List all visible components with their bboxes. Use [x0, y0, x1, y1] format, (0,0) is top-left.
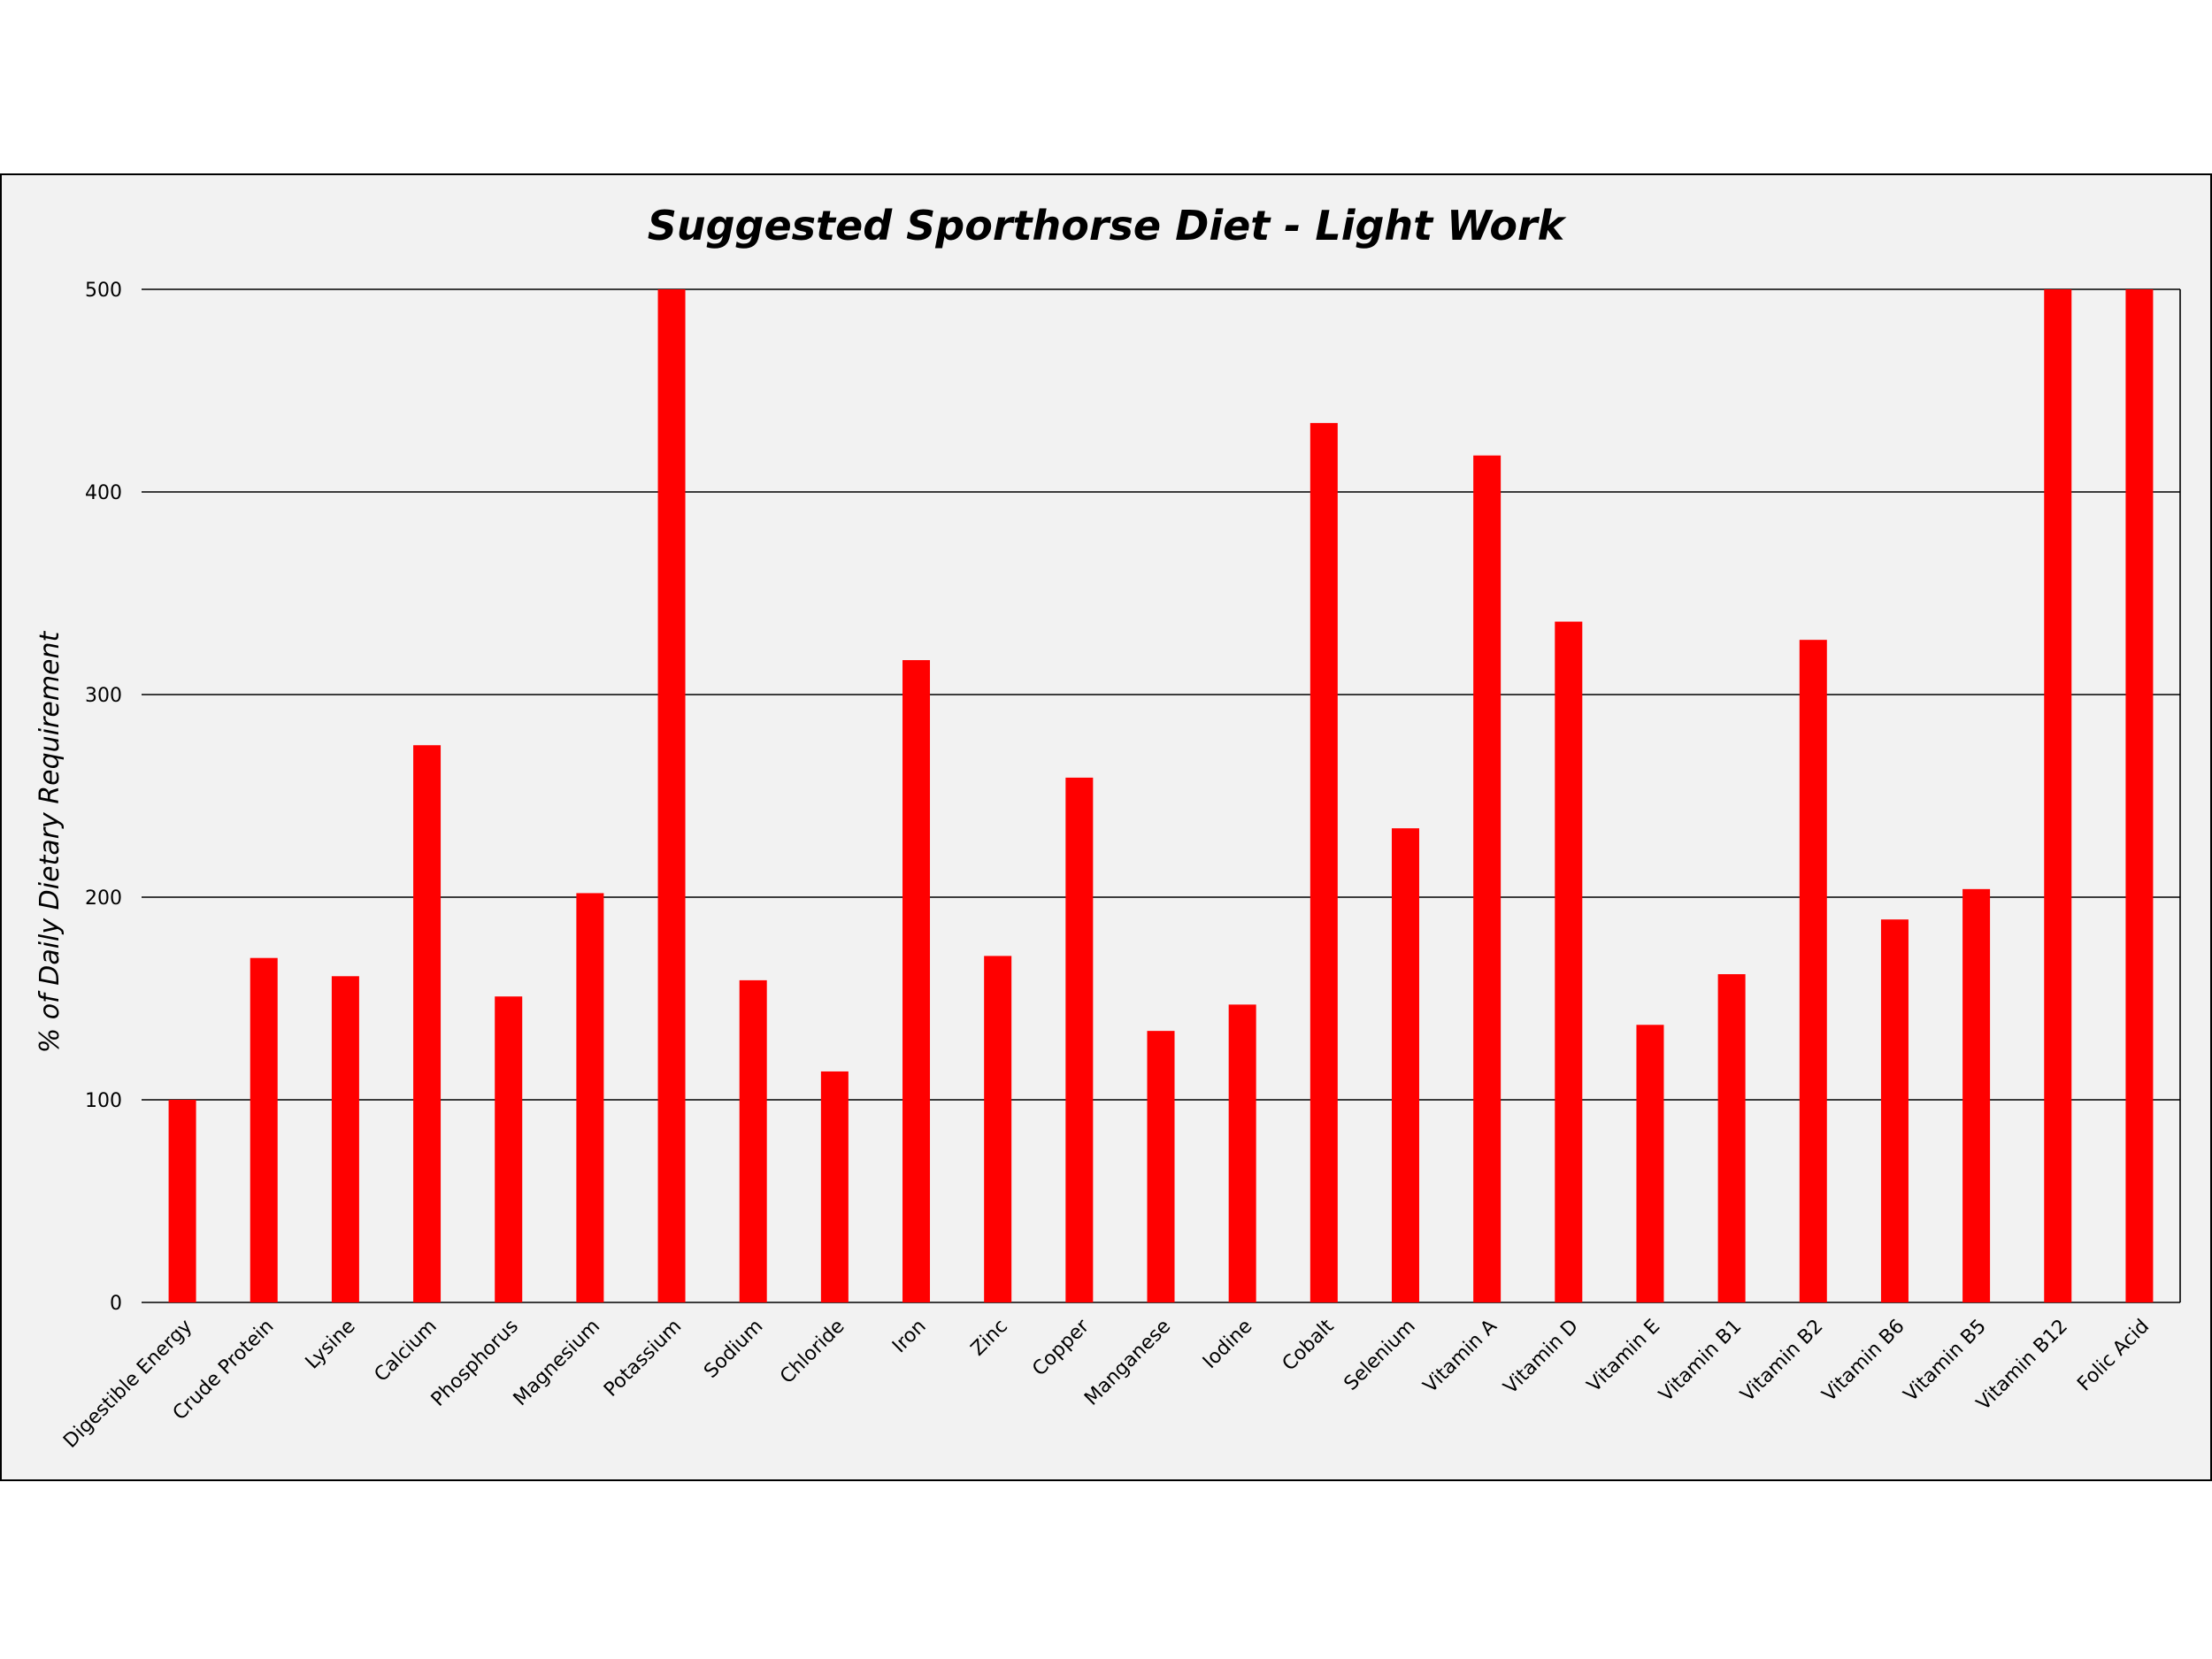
bar-lysine	[331, 976, 359, 1302]
bar-potassium	[657, 289, 686, 1302]
bar-manganese	[1147, 1031, 1175, 1302]
bar-folic-acid	[2125, 289, 2154, 1302]
bar-zinc	[984, 956, 1012, 1302]
bar-chart: Suggested Sporthorse Diet - Light Work %…	[0, 173, 2212, 1481]
y-tick-label: 0	[110, 1293, 122, 1315]
bar-crude-protein	[250, 957, 278, 1302]
bar-sodium	[739, 979, 767, 1302]
bar-vitamin-e	[1636, 1025, 1664, 1302]
bar-vitamin-b5	[1962, 888, 1991, 1302]
bar-vitamin-b6	[1880, 919, 1909, 1302]
bars	[168, 289, 2154, 1302]
bar-digestible-energy	[168, 1100, 196, 1302]
bar-vitamin-a	[1473, 455, 1502, 1302]
bar-vitamin-b1	[1717, 974, 1746, 1302]
bar-calcium	[413, 745, 442, 1302]
y-axis-label: % of Daily Dietary Requirement	[35, 630, 65, 1053]
y-tick-label: 100	[85, 1090, 122, 1112]
bar-vitamin-b12	[2044, 289, 2072, 1302]
bar-chloride	[820, 1071, 849, 1302]
bar-magnesium	[576, 893, 604, 1302]
y-tick-label: 500	[85, 280, 122, 302]
bar-selenium	[1391, 828, 1419, 1302]
chart-title: Suggested Sporthorse Diet - Light Work	[648, 202, 1567, 250]
bar-phosphorus	[495, 996, 523, 1302]
bar-vitamin-d	[1555, 621, 1583, 1302]
bar-cobalt	[1310, 423, 1338, 1302]
bar-vitamin-b2	[1799, 640, 1827, 1302]
y-tick-labels: 0 100 200 300 400 500	[85, 280, 122, 1315]
y-tick-label: 400	[85, 482, 122, 504]
y-tick-label: 300	[85, 685, 122, 707]
bar-iodine	[1228, 1004, 1256, 1302]
chart-frame: Suggested Sporthorse Diet - Light Work %…	[0, 173, 2212, 1481]
y-tick-label: 200	[85, 887, 122, 910]
chart-background	[0, 173, 2212, 1481]
gridlines	[142, 288, 2181, 1303]
bar-copper	[1065, 777, 1094, 1302]
bar-iron	[902, 660, 931, 1302]
